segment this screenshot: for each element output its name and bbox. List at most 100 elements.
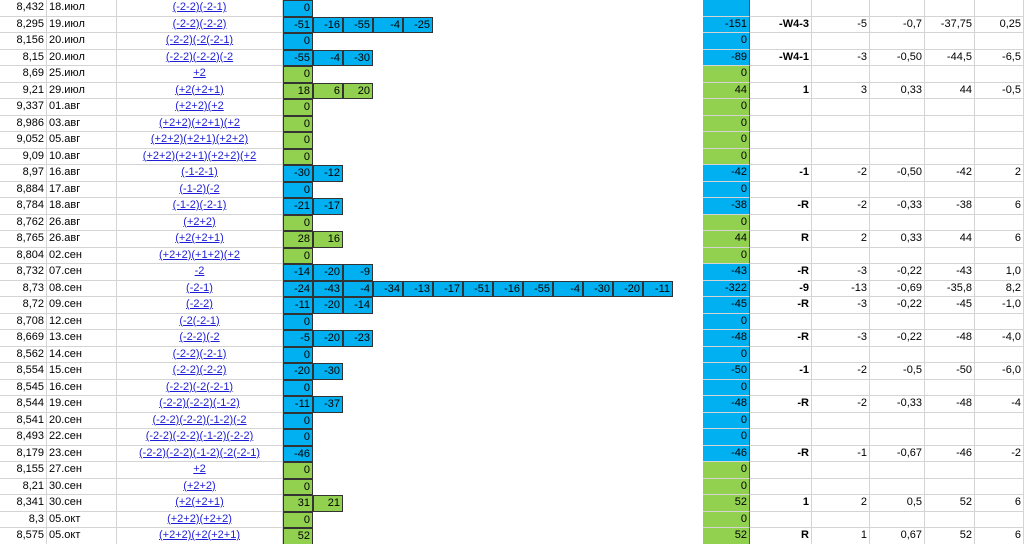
price: 8,762	[0, 214, 47, 231]
price: 9,052	[0, 132, 47, 149]
formula-link[interactable]: +2	[193, 463, 206, 475]
formula-link[interactable]: (+2+2)(+1+2)(+2	[158, 248, 241, 261]
step-value: -12	[313, 165, 343, 182]
average	[925, 379, 975, 396]
average: -48	[925, 396, 975, 413]
signal	[750, 181, 812, 198]
count: 1	[812, 528, 870, 544]
formula-link[interactable]: (-2-2)(-2	[179, 331, 220, 343]
count	[812, 412, 870, 429]
formula: (+2+2)(+1+2)(+2	[117, 247, 283, 264]
signal: -1	[750, 165, 812, 182]
formula-link[interactable]: (+2(+2+1)	[175, 232, 224, 244]
signal: -R	[750, 445, 812, 462]
average: -43	[925, 264, 975, 281]
date: 22.сен	[47, 429, 117, 446]
step-value: 18	[283, 82, 313, 99]
formula-link[interactable]: (-1-2-1)	[181, 166, 218, 178]
price: 8,69	[0, 66, 47, 83]
average: -48	[925, 330, 975, 347]
total: -48	[703, 330, 750, 347]
step-value: 0	[283, 33, 313, 50]
date: 07.сен	[47, 264, 117, 281]
formula-link[interactable]: (+2+2)(+2+1)(+2+2)(+2	[142, 149, 257, 162]
price: 9,21	[0, 82, 47, 99]
step-value: -20	[313, 297, 343, 314]
step-value: -25	[403, 16, 433, 33]
signal	[750, 462, 812, 479]
average: -35,8	[925, 280, 975, 297]
average	[925, 429, 975, 446]
formula-link[interactable]: (+2(+2+1)	[175, 83, 224, 96]
step-value: 0	[283, 0, 313, 17]
step-value: -21	[283, 198, 313, 215]
total: 0	[703, 478, 750, 495]
step-value: -5	[283, 330, 313, 347]
formula-link[interactable]: (-2-2)(-2-2)	[172, 364, 227, 376]
formula: (-2-1)	[117, 280, 283, 297]
count: -3	[812, 49, 870, 66]
count	[812, 214, 870, 231]
price: 8,21	[0, 478, 47, 495]
formula-link[interactable]: (-2-2)(-2(-2-1)	[165, 380, 234, 393]
average: -50	[925, 363, 975, 380]
step-value: -37	[313, 396, 343, 413]
price: 8,554	[0, 363, 47, 380]
formula-link[interactable]: (-2-2)(-2-2)(-1-2)(-2-2)	[145, 430, 254, 442]
ratio	[870, 412, 925, 429]
step-value: -30	[343, 49, 373, 66]
count: -1	[812, 445, 870, 462]
count	[812, 478, 870, 495]
price: 8,295	[0, 16, 47, 33]
formula-link[interactable]: (-2-2)(-2-2)(-1-2)(-2	[152, 413, 247, 426]
formula-link[interactable]: (-2-2)(-2-2)(-1-2)	[159, 397, 240, 409]
total: 0	[703, 313, 750, 330]
formula-link[interactable]: (+2+2)	[183, 215, 216, 228]
count	[812, 247, 870, 264]
date: 19.сен	[47, 396, 117, 413]
total: 0	[703, 148, 750, 165]
step-value: -14	[343, 297, 373, 314]
formula-link[interactable]: (+2+2)(+2+1)(+2+2)	[150, 133, 249, 145]
formula: (+2(+2+1)	[117, 495, 283, 512]
formula-link[interactable]: (-2-1)	[186, 281, 213, 294]
formula-link[interactable]: (+2+2)(+2(+2+1)	[158, 529, 241, 541]
formula-link[interactable]: (+2+2)(+2	[175, 100, 224, 112]
formula-link[interactable]: (-2-2)(-2-1)	[172, 347, 227, 360]
formula-link[interactable]: (-2-2)(-2-2)	[172, 17, 227, 30]
ratio	[870, 247, 925, 264]
step-value: 0	[283, 132, 313, 149]
formula-link[interactable]: (-1-2)(-2	[179, 182, 220, 195]
ratio: 0,67	[870, 528, 925, 544]
formula-link[interactable]: (+2+2)(+2+2)	[167, 512, 232, 525]
step-value: 52	[283, 528, 313, 544]
signal	[750, 115, 812, 132]
formula-link[interactable]: (-1-2)(-2-1)	[172, 199, 227, 211]
last	[975, 99, 1024, 116]
formula-link[interactable]: (+2+2)(+2+1)(+2	[158, 116, 241, 129]
total: 0	[703, 33, 750, 50]
price: 8,156	[0, 33, 47, 50]
average	[925, 132, 975, 149]
ratio	[870, 214, 925, 231]
step-value: 20	[343, 82, 373, 99]
formula-link[interactable]: (-2-2)(-2(-2-1)	[165, 34, 234, 46]
step-value: -55	[523, 280, 553, 297]
formula-link[interactable]: (+2+2)	[183, 479, 216, 492]
formula-link[interactable]: (-2-2)(-2-2)(-2	[165, 50, 234, 63]
formula-link[interactable]: (+2(+2+1)	[175, 496, 224, 508]
price: 8,72	[0, 297, 47, 314]
count: -5	[812, 16, 870, 33]
formula-link[interactable]: (-2-2)(-2-1)	[172, 1, 227, 13]
count: -13	[812, 280, 870, 297]
date: 29.июл	[47, 82, 117, 99]
formula-link[interactable]: (-2-2)	[186, 298, 213, 310]
formula-link[interactable]: +2	[193, 67, 206, 79]
formula-link[interactable]: (-2(-2-1)	[179, 314, 220, 327]
signal: 1	[750, 82, 812, 99]
average	[925, 412, 975, 429]
formula-link[interactable]: -2	[194, 265, 205, 277]
formula-link[interactable]: (-2-2)(-2-2)(-1-2)(-2(-2-1)	[139, 446, 260, 459]
total: -45	[703, 297, 750, 314]
